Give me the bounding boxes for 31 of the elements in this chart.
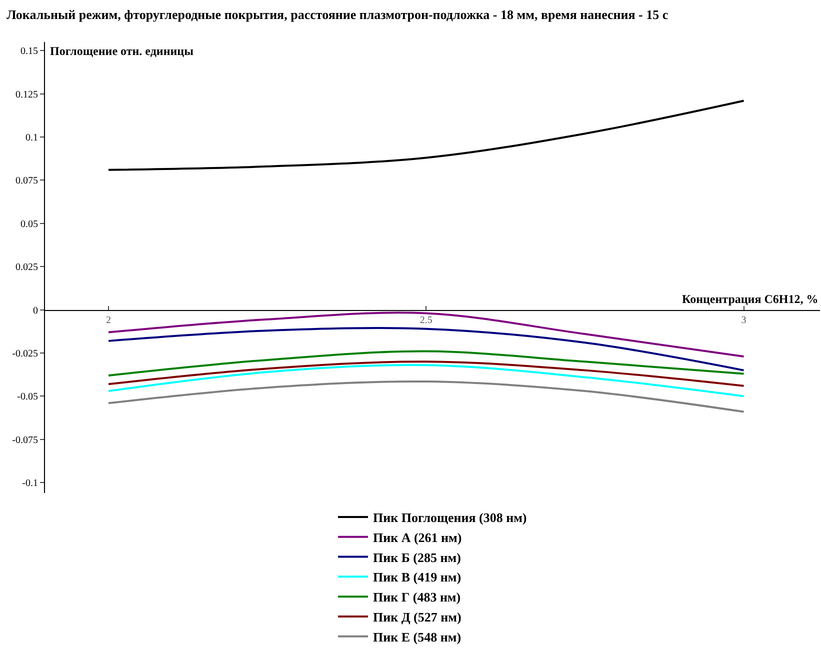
chart-title: Локальный режим, фторуглеродные покрытия, расстояние плазмотрон-подложка - 18 мм, время нанесния - 15 с: [6, 6, 668, 22]
line-series: [108, 360, 745, 387]
y-axis-title: Поглощение отн. единицы: [50, 44, 194, 58]
x-axis-title: Концентрация C6H12, %: [682, 292, 818, 306]
y-tick-label: -0.075: [12, 434, 38, 446]
y-tick-label: 0.125: [16, 89, 38, 100]
y-tick-label: -0.025: [12, 348, 38, 360]
legend-label: Пик Д (527 нм): [373, 610, 462, 625]
line-series: [108, 100, 745, 171]
y-tick-label: 0.05: [20, 218, 38, 230]
x-tick-label: 2.5: [420, 314, 432, 326]
legend-label: Пик В (419 нм): [373, 570, 462, 585]
y-tick-label: 0.075: [16, 176, 38, 187]
line-series: [108, 364, 745, 398]
y-tick-label: 0.025: [16, 262, 38, 274]
line-series: [108, 380, 745, 413]
x-tick-label: 3: [741, 314, 746, 326]
line-series: [108, 326, 745, 372]
y-tick-label: -0.1: [22, 478, 38, 490]
legend-label: Пик Поглощения (308 нм): [373, 510, 527, 526]
line-series: [108, 350, 745, 376]
line-series: [108, 312, 745, 358]
legend-label: Пик Г (483 нм): [373, 590, 461, 605]
y-tick-label: -0.05: [17, 392, 38, 403]
legend-label: Пик Е (548 нм): [373, 629, 462, 644]
y-tick-label: 0.1: [26, 132, 38, 144]
legend-label: Пик А (261 нм): [373, 530, 462, 545]
x-tick-label: 2: [106, 314, 112, 326]
y-tick-label: 0.15: [20, 46, 38, 58]
y-tick-label: 0: [33, 305, 38, 316]
legend-label: Пик Б (285 нм): [373, 550, 461, 565]
